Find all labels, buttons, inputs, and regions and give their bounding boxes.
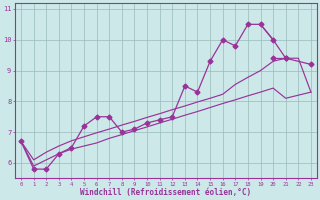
X-axis label: Windchill (Refroidissement éolien,°C): Windchill (Refroidissement éolien,°C) <box>80 188 252 197</box>
